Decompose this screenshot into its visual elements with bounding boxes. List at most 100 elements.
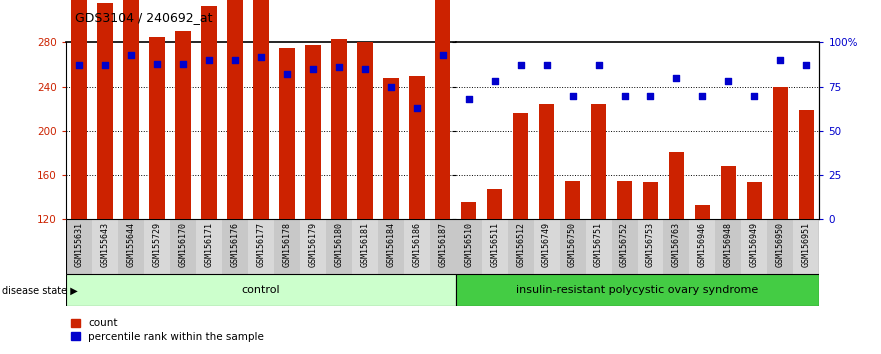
Text: GSM156512: GSM156512 <box>516 222 525 267</box>
Bar <box>92 219 118 274</box>
Bar <box>201 6 217 219</box>
Point <box>722 79 736 84</box>
Bar <box>643 182 658 219</box>
Text: GSM156511: GSM156511 <box>490 222 500 267</box>
Text: GSM156176: GSM156176 <box>231 222 240 267</box>
Bar <box>71 0 87 219</box>
Bar <box>66 274 455 306</box>
Point <box>124 52 138 58</box>
Bar <box>409 76 425 219</box>
Bar <box>565 181 581 219</box>
Text: GSM156949: GSM156949 <box>750 222 759 267</box>
Bar <box>767 219 794 274</box>
Bar <box>383 78 398 219</box>
Point <box>799 63 813 68</box>
Text: GSM156948: GSM156948 <box>724 222 733 267</box>
Text: GSM156179: GSM156179 <box>308 222 317 267</box>
Text: GSM156180: GSM156180 <box>334 222 344 267</box>
Text: GSM155644: GSM155644 <box>127 222 136 267</box>
Bar <box>144 219 170 274</box>
Bar <box>586 219 611 274</box>
Point <box>358 66 372 72</box>
Bar <box>611 219 638 274</box>
Bar <box>248 219 274 274</box>
Bar <box>331 39 346 219</box>
Text: GSM155643: GSM155643 <box>100 222 109 267</box>
Bar <box>482 219 507 274</box>
Legend: count, percentile rank within the sample: count, percentile rank within the sample <box>71 319 263 342</box>
Bar <box>591 104 606 219</box>
Point <box>306 66 320 72</box>
Bar <box>435 0 450 219</box>
Point <box>774 57 788 63</box>
Text: GSM156510: GSM156510 <box>464 222 473 267</box>
Text: GSM156751: GSM156751 <box>594 222 603 267</box>
Point <box>280 72 294 77</box>
Point <box>514 63 528 68</box>
Text: GSM156177: GSM156177 <box>256 222 265 267</box>
Text: GSM156186: GSM156186 <box>412 222 421 267</box>
Point <box>228 57 242 63</box>
Point <box>487 79 501 84</box>
Bar <box>559 219 586 274</box>
Bar <box>222 219 248 274</box>
Bar <box>170 219 196 274</box>
Text: GSM156950: GSM156950 <box>776 222 785 267</box>
Bar <box>123 0 139 219</box>
Bar <box>97 2 113 219</box>
Point <box>150 61 164 67</box>
Text: GSM156181: GSM156181 <box>360 222 369 267</box>
Bar <box>455 219 482 274</box>
Point <box>591 63 605 68</box>
Point <box>72 63 86 68</box>
Bar <box>669 152 685 219</box>
Text: insulin-resistant polycystic ovary syndrome: insulin-resistant polycystic ovary syndr… <box>516 285 759 295</box>
Bar <box>798 110 814 219</box>
Bar <box>746 182 762 219</box>
Bar <box>461 202 477 219</box>
Bar <box>794 219 819 274</box>
Bar <box>430 219 455 274</box>
Bar <box>305 45 321 219</box>
Text: GSM156763: GSM156763 <box>672 222 681 267</box>
Bar <box>253 0 269 219</box>
Point <box>436 52 450 58</box>
Bar <box>274 219 300 274</box>
Bar <box>149 37 165 219</box>
Bar <box>487 189 502 219</box>
Bar <box>721 166 737 219</box>
Point <box>202 57 216 63</box>
Text: GSM156946: GSM156946 <box>698 222 707 267</box>
Bar <box>513 113 529 219</box>
Text: GSM156951: GSM156951 <box>802 222 811 267</box>
Bar <box>663 219 690 274</box>
Bar <box>638 219 663 274</box>
Text: GSM155631: GSM155631 <box>75 222 84 267</box>
Bar <box>742 219 767 274</box>
Bar <box>617 181 633 219</box>
Text: GSM156750: GSM156750 <box>568 222 577 267</box>
Point <box>670 75 684 81</box>
Bar <box>66 219 92 274</box>
Point <box>695 93 709 98</box>
Bar <box>773 87 788 219</box>
Bar <box>352 219 378 274</box>
Text: GSM156753: GSM156753 <box>646 222 655 267</box>
Bar <box>715 219 742 274</box>
Text: GSM155729: GSM155729 <box>152 222 161 267</box>
Bar <box>196 219 222 274</box>
Bar <box>539 104 554 219</box>
Bar <box>175 32 191 219</box>
Point <box>566 93 580 98</box>
Point <box>747 93 761 98</box>
Text: GSM156171: GSM156171 <box>204 222 213 267</box>
Text: GSM156187: GSM156187 <box>438 222 448 267</box>
Bar <box>227 0 242 219</box>
Bar <box>326 219 352 274</box>
Bar <box>279 48 294 219</box>
Text: GSM156752: GSM156752 <box>620 222 629 267</box>
Point <box>643 93 657 98</box>
Point <box>618 93 632 98</box>
Text: control: control <box>241 285 280 295</box>
Text: GSM156178: GSM156178 <box>282 222 292 267</box>
